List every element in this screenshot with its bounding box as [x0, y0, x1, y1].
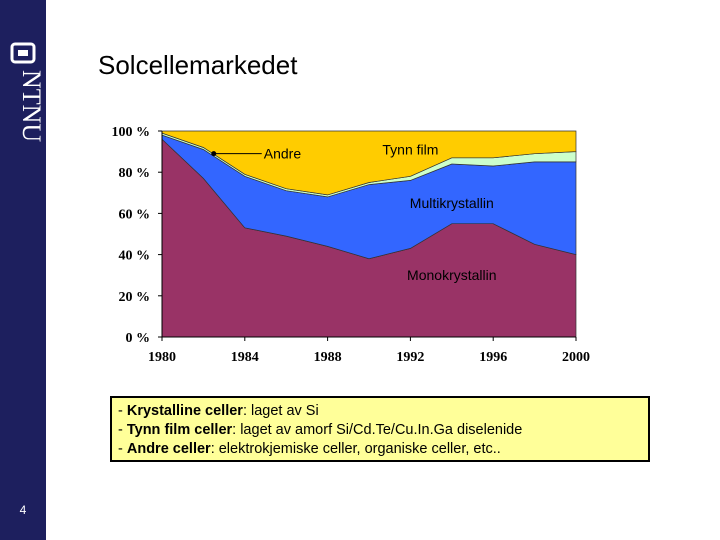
- chart-annotations: Andre Tynn film Multikrystallin Monokrystal…: [211, 142, 497, 283]
- annotation-label: Monokrystallin: [407, 267, 496, 283]
- x-tick-label: 1984: [231, 350, 259, 365]
- y-axis: 0 % 20 % 40 % 60 % 80 % 100 %: [112, 125, 163, 346]
- x-tick-label: 1980: [148, 350, 176, 365]
- ntnu-logo-icon: NTNU: [10, 42, 46, 142]
- x-tick-label: 2000: [562, 350, 590, 365]
- x-axis: 1980 1984 1988 1992 1996 2000: [148, 336, 590, 365]
- notes-box: - Krystalline celler: laget av Si - Tynn…: [110, 396, 650, 462]
- y-tick-label: 0 %: [126, 331, 151, 346]
- slide-title: Solcellemarkedet: [98, 50, 298, 80]
- area-series-4: [161, 130, 577, 196]
- sidebar: NTNU 4: [0, 0, 46, 540]
- note-line-1: - Krystalline celler: laget av Si: [118, 403, 319, 419]
- page-number: 4: [19, 503, 27, 517]
- x-tick-label: 1992: [396, 350, 424, 365]
- y-tick-label: 100 %: [112, 125, 151, 140]
- chart-areas: [161, 130, 577, 338]
- y-tick-label: 60 %: [119, 207, 151, 222]
- y-tick-label: 20 %: [119, 290, 151, 305]
- x-tick-label: 1988: [314, 350, 342, 365]
- annotation-label: Andre: [264, 146, 302, 162]
- note-line-2: - Tynn film celler: laget av amorf Si/Cd…: [118, 422, 523, 438]
- annotation-label: Tynn film: [382, 142, 438, 158]
- annotation-label: Multikrystallin: [410, 195, 494, 211]
- note-line-3: - Andre celler: elektrokjemiske celler, …: [118, 441, 501, 457]
- logo-text: NTNU: [17, 70, 46, 142]
- y-tick-label: 80 %: [119, 166, 151, 181]
- x-tick-label: 1996: [479, 350, 507, 365]
- y-tick-label: 40 %: [119, 249, 151, 264]
- stacked-area-chart: 1980 1984 1988 1992 1996 2000 0 % 20 % 40 % 60 %…: [112, 125, 591, 365]
